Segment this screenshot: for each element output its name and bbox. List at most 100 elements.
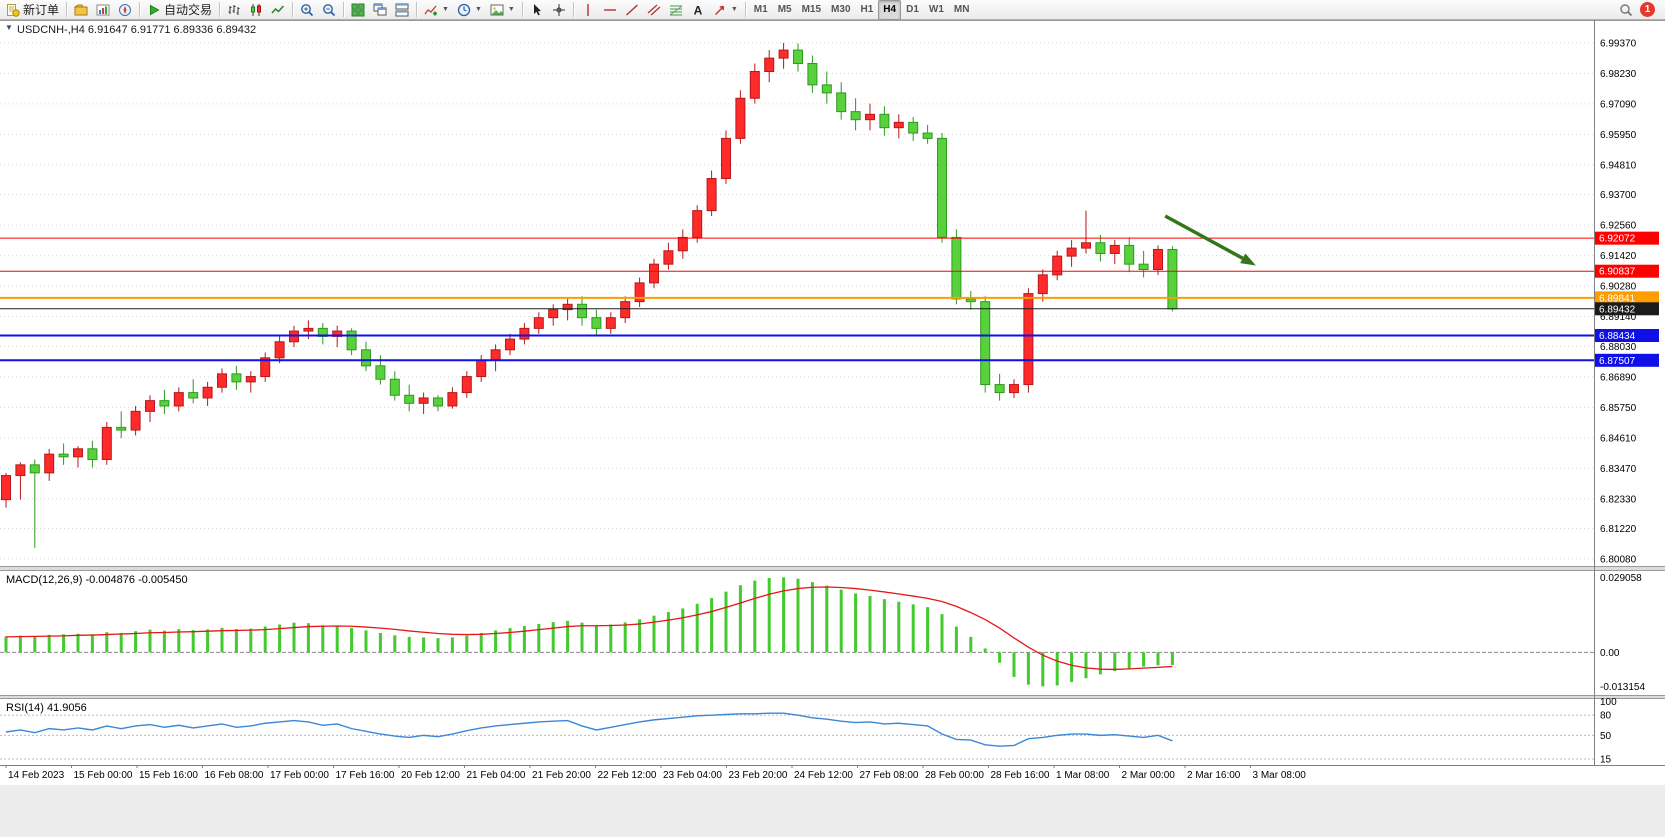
timeframe-mn-button[interactable]: MN [949, 0, 975, 20]
trend-arrow[interactable] [1164, 214, 1244, 260]
equidistant-channel-button[interactable] [643, 0, 665, 20]
trendline-button[interactable] [621, 0, 643, 20]
candle-body [692, 210, 703, 238]
templates-button[interactable]: ▼ [486, 0, 519, 20]
price-line-label [1595, 353, 1659, 367]
text-button[interactable]: A [687, 0, 709, 20]
svg-text:6.90837: 6.90837 [1599, 267, 1636, 278]
arrange-icon [395, 3, 409, 17]
toolbar-separator [744, 2, 746, 17]
notification-badge[interactable]: 1 [1640, 2, 1655, 17]
time-axis-label[interactable]: 14 Feb 2023 [8, 770, 65, 781]
timeframe-h1-button[interactable]: H1 [856, 0, 879, 20]
time-axis-label[interactable]: 15 Feb 16:00 [139, 770, 198, 781]
toolbar-separator [572, 2, 574, 17]
macd-histogram-bar [969, 636, 973, 653]
time-axis-label[interactable]: 24 Feb 12:00 [794, 770, 853, 781]
macd-histogram-bar [810, 582, 814, 653]
candle-body [1, 475, 11, 501]
indicators-button[interactable]: ▼ [420, 0, 453, 20]
macd-histogram-bar [652, 615, 656, 653]
svg-text:A: A [694, 3, 703, 17]
time-axis-label[interactable]: 21 Feb 20:00 [532, 770, 591, 781]
indicators-icon [424, 3, 438, 17]
timeframe-m5-button[interactable]: M5 [773, 0, 797, 20]
candle-body [519, 327, 530, 340]
fibonacci-button[interactable] [665, 0, 687, 20]
tile-windows-button[interactable] [347, 0, 369, 20]
time-axis-label[interactable]: 3 Mar 08:00 [1253, 770, 1307, 781]
cascade-windows-button[interactable] [369, 0, 391, 20]
time-axis-label[interactable]: 22 Feb 12:00 [598, 770, 657, 781]
zoom-in-button[interactable] [296, 0, 318, 20]
candlestick-chart-button[interactable] [245, 0, 267, 20]
candle-body [505, 338, 515, 351]
arrows-button[interactable]: ▼ [709, 0, 742, 20]
zoom-out-button[interactable] [318, 0, 340, 20]
time-axis-label[interactable]: 16 Feb 08:00 [205, 770, 264, 781]
macd-histogram-bar [1055, 652, 1059, 686]
arrange-windows-button[interactable] [391, 0, 413, 20]
navigator-button[interactable] [114, 0, 136, 20]
candle-body [649, 263, 659, 284]
chart-window: ▼ USDCNH-,H4 6.91647 6.91771 6.89336 6.8… [0, 20, 1665, 837]
search-icon[interactable] [1619, 3, 1633, 17]
timeframe-m30-button[interactable]: M30 [826, 0, 855, 20]
macd-axis-tick: 0.00 [1600, 648, 1620, 659]
macd-histogram-bar [954, 626, 958, 653]
line-chart-button[interactable] [267, 0, 289, 20]
macd-histogram-bar [825, 585, 829, 653]
candle-body [994, 384, 1005, 394]
chart-canvas[interactable]: 6.99370 6.98230 6.97090 6.95950 6.94810 6.937… [0, 20, 1665, 837]
vertical-line-button[interactable] [577, 0, 599, 20]
timeframe-m15-button[interactable]: M15 [797, 0, 826, 20]
cursor-button[interactable] [526, 0, 548, 20]
bar-chart-icon [227, 3, 241, 17]
chart-menu-arrow-icon[interactable]: ▼ [5, 23, 13, 32]
candle-body [577, 303, 587, 319]
candle-body [159, 400, 170, 407]
time-axis-label[interactable]: 2 Mar 00:00 [1122, 770, 1176, 781]
timeframe-h4-button[interactable]: H4 [878, 0, 902, 20]
macd-histogram-bar [119, 633, 123, 653]
svg-text:6.87507: 6.87507 [1599, 356, 1636, 367]
crosshair-button[interactable] [548, 0, 570, 20]
new-order-button[interactable]: 新订单 [2, 0, 63, 20]
time-axis-label[interactable]: 17 Feb 00:00 [270, 770, 329, 781]
horizontal-line-button[interactable] [599, 0, 621, 20]
time-axis-label[interactable]: 21 Feb 04:00 [467, 770, 526, 781]
time-axis-label[interactable]: 28 Feb 16:00 [991, 770, 1050, 781]
charts-profile-button[interactable] [70, 0, 92, 20]
timeframe-m1-button[interactable]: M1 [749, 0, 773, 20]
bar-chart-button[interactable] [223, 0, 245, 20]
time-axis-label[interactable]: 17 Feb 16:00 [336, 770, 395, 781]
auto-trading-button[interactable]: 自动交易 [143, 0, 216, 20]
price-line-label [1595, 329, 1659, 343]
timeframe-w1-button[interactable]: W1 [924, 0, 949, 20]
time-axis-label[interactable]: 23 Feb 04:00 [663, 770, 722, 781]
market-watch-button[interactable] [92, 0, 114, 20]
pane-splitter[interactable] [0, 566, 1665, 571]
candle-body [965, 298, 976, 303]
macd-histogram-bar [306, 623, 310, 653]
candle-body [749, 71, 760, 99]
candle-body [101, 426, 112, 461]
time-axis-label[interactable]: 15 Feb 00:00 [74, 770, 133, 781]
time-axis-label[interactable]: 28 Feb 00:00 [925, 770, 984, 781]
timeframe-w1-button-label: W1 [928, 4, 944, 15]
macd-histogram-bar [738, 585, 742, 653]
candle-body [1052, 255, 1063, 276]
toolbar-separator [219, 2, 221, 17]
time-axis-label[interactable]: 23 Feb 20:00 [729, 770, 788, 781]
time-axis-label[interactable]: 20 Feb 12:00 [401, 770, 460, 781]
time-axis-label[interactable]: 1 Mar 08:00 [1056, 770, 1110, 781]
macd-histogram-bar [695, 603, 699, 653]
pane-splitter[interactable] [0, 695, 1665, 699]
candle-body [548, 309, 559, 319]
time-axis-label[interactable]: 2 Mar 16:00 [1187, 770, 1241, 781]
macd-histogram-bar [350, 627, 354, 653]
time-axis-label[interactable]: 27 Feb 08:00 [860, 770, 919, 781]
tile-icon [351, 3, 365, 17]
timeframe-d1-button[interactable]: D1 [901, 0, 924, 20]
periods-button[interactable]: ▼ [453, 0, 486, 20]
